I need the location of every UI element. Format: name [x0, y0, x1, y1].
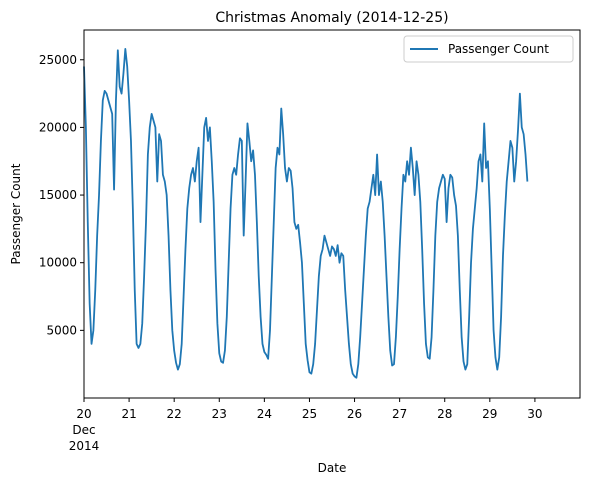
y-tick-label: 5000 [46, 323, 77, 337]
y-tick-label: 15000 [39, 188, 77, 202]
x-tick-label: 23 [212, 407, 227, 421]
chart-title: Christmas Anomaly (2014-12-25) [215, 10, 448, 26]
plot-area [83, 48, 529, 379]
x-tick-sublabel: 2014 [69, 439, 100, 453]
legend-label-passenger-count: Passenger Count [448, 42, 549, 56]
axes-frame [83, 29, 581, 399]
x-tick-label: 29 [482, 407, 497, 421]
x-tick-sublabel: Dec [72, 423, 95, 437]
x-tick-label: 30 [527, 407, 542, 421]
y-axis-label: Passenger Count [9, 163, 23, 264]
x-tick-label: 24 [257, 407, 272, 421]
legend: Passenger Count [403, 35, 574, 63]
x-tick-label: 25 [302, 407, 317, 421]
y-tick-label: 25000 [39, 53, 77, 67]
x-tick-label: 26 [347, 407, 362, 421]
y-axis-ticks: 5000 10000 15000 20000 25000 [39, 53, 84, 337]
x-axis-label: Date [318, 461, 347, 475]
y-tick-label: 10000 [39, 256, 77, 270]
legend-box [403, 35, 574, 63]
x-axis-ticks: 20 Dec 2014 21 22 23 24 25 26 27 28 29 30 [69, 398, 543, 453]
x-tick-label: 28 [437, 407, 452, 421]
series-line-passenger-count [83, 48, 529, 379]
x-tick-label: 21 [121, 407, 136, 421]
y-tick-label: 20000 [39, 120, 77, 134]
x-tick-label: 22 [167, 407, 182, 421]
x-tick-label: 27 [392, 407, 407, 421]
x-tick-label: 20 [76, 407, 91, 421]
